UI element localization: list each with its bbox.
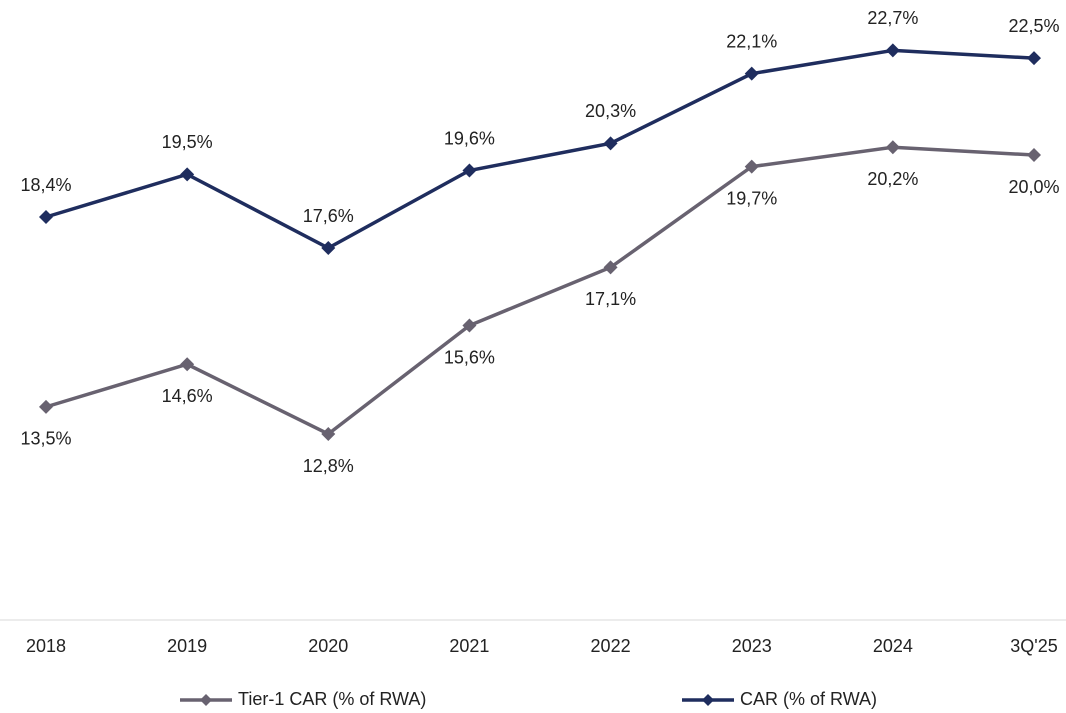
point-marker [39, 210, 53, 224]
data-label: 15,6% [444, 347, 495, 367]
series-line [45, 145, 1035, 437]
data-label: 14,6% [162, 386, 213, 406]
x-tick-label: 2022 [591, 636, 631, 656]
series-line [45, 48, 1035, 250]
data-label: 22,7% [867, 8, 918, 28]
point-marker [1027, 148, 1041, 162]
data-label: 19,7% [726, 188, 777, 208]
x-tick-label: 2021 [449, 636, 489, 656]
legend-marker [702, 694, 714, 706]
point-marker [321, 427, 336, 441]
data-label: 20,0% [1008, 177, 1059, 197]
point-marker [1027, 51, 1041, 66]
data-label: 18,4% [20, 175, 71, 195]
point-marker [462, 318, 477, 333]
point-marker [462, 163, 477, 178]
data-label: 19,5% [162, 132, 213, 152]
x-tick-label: 2019 [167, 636, 207, 656]
point-marker [39, 399, 53, 414]
legend-label: Tier-1 CAR (% of RWA) [238, 689, 426, 709]
point-marker [180, 357, 195, 372]
point-marker [603, 260, 618, 275]
point-marker [744, 66, 759, 81]
legend-marker [200, 694, 212, 706]
point-marker [885, 140, 900, 155]
data-label: 20,2% [867, 169, 918, 189]
point-marker [321, 241, 336, 255]
x-tick-label: 3Q'25 [1010, 636, 1057, 656]
x-tick-label: 2024 [873, 636, 913, 656]
data-label: 22,1% [726, 31, 777, 51]
data-label: 17,6% [303, 206, 354, 226]
data-label: 22,5% [1008, 16, 1059, 36]
x-tick-label: 2020 [308, 636, 348, 656]
data-label: 12,8% [303, 456, 354, 476]
data-label: 19,6% [444, 128, 495, 148]
point-marker [885, 43, 900, 58]
point-marker [744, 159, 759, 174]
data-label: 20,3% [585, 101, 636, 121]
point-marker [180, 167, 195, 182]
legend-label: CAR (% of RWA) [740, 689, 877, 709]
data-label: 17,1% [585, 289, 636, 309]
x-tick-label: 2018 [26, 636, 66, 656]
point-marker [603, 136, 618, 151]
x-tick-label: 2023 [732, 636, 772, 656]
data-label: 13,5% [20, 429, 71, 449]
